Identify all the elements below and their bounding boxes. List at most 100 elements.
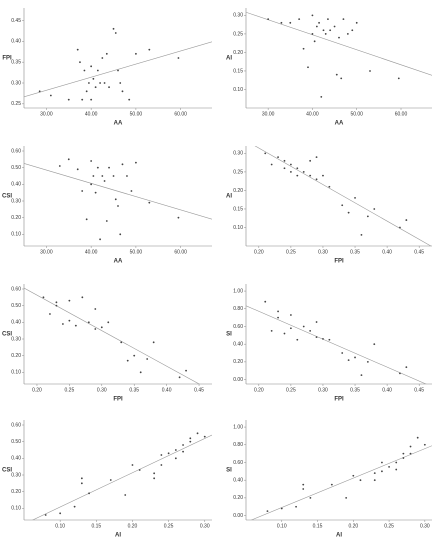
x-tick-label: 50.00 — [130, 111, 143, 117]
point — [409, 445, 412, 448]
y-tick-label: 0.10 — [233, 225, 243, 231]
point — [315, 321, 318, 323]
point — [81, 98, 84, 101]
x-tick-label: 50.00 — [130, 249, 143, 255]
y-axis-title: SI — [226, 468, 232, 474]
x-tick-label: 0.15 — [313, 523, 323, 529]
point — [309, 330, 312, 332]
point — [329, 29, 332, 32]
y-tick-label: 0.15 — [233, 68, 243, 74]
x-tick-label: 0.25 — [286, 387, 296, 393]
point — [416, 436, 419, 439]
fit-line — [254, 146, 432, 246]
x-tick-label: 0.40 — [382, 249, 392, 255]
panel: 0.10 0.15 0.20 0.25 0.30 0.00 0.20 0.40 0.60 0.80… — [226, 420, 432, 539]
y-tick-label: 0.30 — [11, 336, 21, 342]
point — [88, 82, 90, 84]
x-tick-label: 0.30 — [97, 387, 107, 393]
point — [81, 190, 84, 192]
x-tick-label: 0.40 — [382, 387, 392, 393]
point — [87, 321, 90, 324]
x-tick-label: 0.15 — [91, 523, 101, 529]
point — [270, 163, 273, 166]
x-tick-label: 0.30 — [318, 249, 328, 255]
point — [121, 90, 124, 93]
point — [277, 156, 279, 159]
panel: 0.20 0.25 0.30 0.35 0.40 0.45 0.10 0.15 0.20 0.25… — [226, 146, 432, 265]
y-axis-title: AI — [226, 56, 232, 62]
point — [399, 372, 401, 375]
x-tick-label: 0.20 — [128, 523, 138, 529]
point — [388, 466, 390, 468]
point — [311, 14, 314, 17]
point — [289, 21, 292, 24]
point — [322, 29, 325, 32]
x-tick-label: 0.20 — [254, 387, 264, 393]
x-tick-label: 0.25 — [384, 523, 394, 529]
point — [73, 505, 76, 508]
x-tick-label: 60.00 — [395, 111, 408, 117]
point — [80, 482, 83, 485]
x-tick-label: 0.20 — [32, 387, 42, 393]
point — [107, 321, 110, 324]
point — [81, 296, 84, 299]
point — [283, 159, 286, 162]
x-tick-label: 0.20 — [348, 523, 358, 529]
point — [96, 166, 99, 169]
point — [68, 319, 71, 322]
x-tick-label: 0.45 — [194, 387, 204, 393]
point — [395, 468, 398, 471]
y-tick-label: 0.60 — [11, 148, 21, 154]
point — [280, 21, 283, 24]
point — [352, 474, 355, 477]
point — [130, 190, 133, 192]
point — [309, 496, 312, 499]
point — [55, 301, 58, 304]
x-tick-label: 30.00 — [40, 249, 53, 255]
point — [120, 341, 123, 344]
point — [185, 369, 187, 372]
point — [360, 374, 363, 377]
point — [296, 338, 299, 341]
x-axis-title: FPI — [113, 397, 123, 403]
point — [112, 175, 115, 177]
point — [366, 360, 369, 363]
point — [264, 152, 267, 155]
point — [174, 449, 177, 451]
x-tick-label: 0.30 — [200, 523, 210, 529]
x-tick-label: 40.00 — [85, 111, 98, 117]
point — [44, 514, 47, 516]
point — [160, 464, 163, 466]
y-tick-label: 0.40 — [233, 478, 243, 484]
y-tick-label: 0.35 — [11, 59, 21, 65]
point — [105, 52, 108, 55]
y-tick-label: 0.40 — [11, 456, 21, 462]
point — [138, 469, 141, 471]
point — [302, 483, 305, 486]
point — [174, 457, 177, 460]
point — [328, 185, 331, 188]
y-tick-label: 0.00 — [233, 513, 243, 519]
point — [90, 160, 93, 162]
point — [109, 479, 112, 481]
point — [373, 479, 376, 482]
y-tick-label: 1.00 — [233, 288, 243, 294]
point — [108, 86, 110, 89]
point — [152, 341, 155, 344]
point — [67, 98, 70, 101]
point — [153, 472, 156, 475]
point — [85, 90, 88, 93]
point — [405, 219, 408, 221]
point — [100, 326, 103, 329]
point — [369, 70, 371, 72]
point — [330, 483, 333, 486]
point — [148, 201, 151, 204]
point — [289, 171, 292, 173]
point — [338, 36, 340, 39]
point — [131, 464, 134, 466]
point — [49, 94, 52, 97]
point — [318, 21, 320, 24]
point — [167, 452, 170, 455]
point — [315, 178, 318, 181]
y-tick-label: 0.10 — [233, 87, 243, 93]
